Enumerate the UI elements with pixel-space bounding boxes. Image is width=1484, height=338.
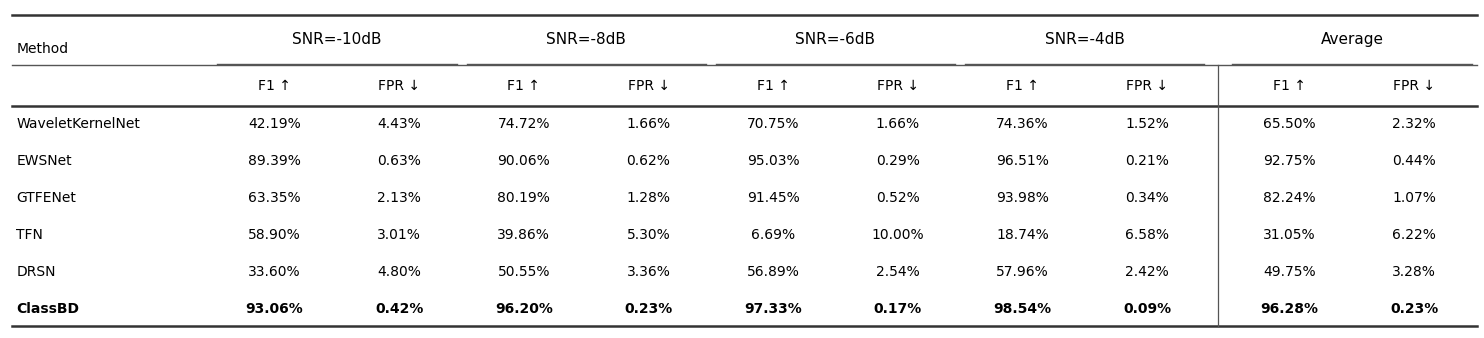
Text: 1.66%: 1.66% bbox=[876, 118, 920, 131]
Text: WaveletKernelNet: WaveletKernelNet bbox=[16, 118, 139, 131]
Text: 0.17%: 0.17% bbox=[874, 303, 922, 316]
Text: 4.80%: 4.80% bbox=[377, 265, 421, 280]
Text: 95.03%: 95.03% bbox=[746, 154, 800, 168]
Text: 96.51%: 96.51% bbox=[996, 154, 1049, 168]
Text: 98.54%: 98.54% bbox=[993, 303, 1052, 316]
Text: 18.74%: 18.74% bbox=[996, 228, 1049, 242]
Text: 65.50%: 65.50% bbox=[1263, 118, 1316, 131]
Text: F1 ↑: F1 ↑ bbox=[1006, 79, 1039, 93]
Text: 0.34%: 0.34% bbox=[1125, 191, 1169, 206]
Text: 96.28%: 96.28% bbox=[1260, 303, 1319, 316]
Text: 0.23%: 0.23% bbox=[625, 303, 672, 316]
Text: 1.66%: 1.66% bbox=[626, 118, 671, 131]
Text: FPR ↓: FPR ↓ bbox=[1126, 79, 1168, 93]
Text: 39.86%: 39.86% bbox=[497, 228, 551, 242]
Text: F1 ↑: F1 ↑ bbox=[258, 79, 291, 93]
Text: SNR=-6dB: SNR=-6dB bbox=[795, 32, 876, 47]
Text: SNR=-10dB: SNR=-10dB bbox=[292, 32, 381, 47]
Text: 82.24%: 82.24% bbox=[1263, 191, 1316, 206]
Text: FPR ↓: FPR ↓ bbox=[628, 79, 669, 93]
Text: 2.32%: 2.32% bbox=[1392, 118, 1437, 131]
Text: 96.20%: 96.20% bbox=[496, 303, 552, 316]
Text: 42.19%: 42.19% bbox=[248, 118, 301, 131]
Text: 0.23%: 0.23% bbox=[1391, 303, 1438, 316]
Text: 31.05%: 31.05% bbox=[1263, 228, 1316, 242]
Text: SNR=-8dB: SNR=-8dB bbox=[546, 32, 626, 47]
Text: 56.89%: 56.89% bbox=[746, 265, 800, 280]
Text: 2.54%: 2.54% bbox=[876, 265, 920, 280]
Text: EWSNet: EWSNet bbox=[16, 154, 71, 168]
Text: SNR=-4dB: SNR=-4dB bbox=[1045, 32, 1125, 47]
Text: F1 ↑: F1 ↑ bbox=[757, 79, 789, 93]
Text: 0.21%: 0.21% bbox=[1125, 154, 1169, 168]
Text: 50.55%: 50.55% bbox=[497, 265, 551, 280]
Text: TFN: TFN bbox=[16, 228, 43, 242]
Text: GTFENet: GTFENet bbox=[16, 191, 76, 206]
Text: 0.09%: 0.09% bbox=[1123, 303, 1171, 316]
Text: 0.44%: 0.44% bbox=[1392, 154, 1437, 168]
Text: 49.75%: 49.75% bbox=[1263, 265, 1316, 280]
Text: 2.13%: 2.13% bbox=[377, 191, 421, 206]
Text: 6.69%: 6.69% bbox=[751, 228, 795, 242]
Text: 0.29%: 0.29% bbox=[876, 154, 920, 168]
Text: 3.28%: 3.28% bbox=[1392, 265, 1437, 280]
Text: Method: Method bbox=[16, 42, 68, 56]
Text: 1.28%: 1.28% bbox=[626, 191, 671, 206]
Text: 6.22%: 6.22% bbox=[1392, 228, 1437, 242]
Text: ClassBD: ClassBD bbox=[16, 303, 79, 316]
Text: 0.62%: 0.62% bbox=[626, 154, 671, 168]
Text: 89.39%: 89.39% bbox=[248, 154, 301, 168]
Text: 0.63%: 0.63% bbox=[377, 154, 421, 168]
Text: 70.75%: 70.75% bbox=[746, 118, 800, 131]
Text: 0.52%: 0.52% bbox=[876, 191, 920, 206]
Text: 74.36%: 74.36% bbox=[996, 118, 1049, 131]
Text: 3.01%: 3.01% bbox=[377, 228, 421, 242]
Text: 3.36%: 3.36% bbox=[626, 265, 671, 280]
Text: 6.58%: 6.58% bbox=[1125, 228, 1169, 242]
Text: 58.90%: 58.90% bbox=[248, 228, 301, 242]
Text: 90.06%: 90.06% bbox=[497, 154, 551, 168]
Text: F1 ↑: F1 ↑ bbox=[1273, 79, 1306, 93]
Text: 93.98%: 93.98% bbox=[996, 191, 1049, 206]
Text: DRSN: DRSN bbox=[16, 265, 56, 280]
Text: 10.00%: 10.00% bbox=[871, 228, 925, 242]
Text: FPR ↓: FPR ↓ bbox=[1393, 79, 1435, 93]
Text: 57.96%: 57.96% bbox=[996, 265, 1049, 280]
Text: Average: Average bbox=[1321, 32, 1383, 47]
Text: FPR ↓: FPR ↓ bbox=[877, 79, 919, 93]
Text: 2.42%: 2.42% bbox=[1125, 265, 1169, 280]
Text: 5.30%: 5.30% bbox=[626, 228, 671, 242]
Text: 97.33%: 97.33% bbox=[745, 303, 801, 316]
Text: 91.45%: 91.45% bbox=[746, 191, 800, 206]
Text: 4.43%: 4.43% bbox=[377, 118, 421, 131]
Text: 33.60%: 33.60% bbox=[248, 265, 301, 280]
Text: 93.06%: 93.06% bbox=[246, 303, 303, 316]
Text: 1.07%: 1.07% bbox=[1392, 191, 1437, 206]
Text: 80.19%: 80.19% bbox=[497, 191, 551, 206]
Text: 92.75%: 92.75% bbox=[1263, 154, 1316, 168]
Text: 0.42%: 0.42% bbox=[375, 303, 423, 316]
Text: 74.72%: 74.72% bbox=[497, 118, 551, 131]
Text: 63.35%: 63.35% bbox=[248, 191, 301, 206]
Text: F1 ↑: F1 ↑ bbox=[508, 79, 540, 93]
Text: 1.52%: 1.52% bbox=[1125, 118, 1169, 131]
Text: FPR ↓: FPR ↓ bbox=[378, 79, 420, 93]
